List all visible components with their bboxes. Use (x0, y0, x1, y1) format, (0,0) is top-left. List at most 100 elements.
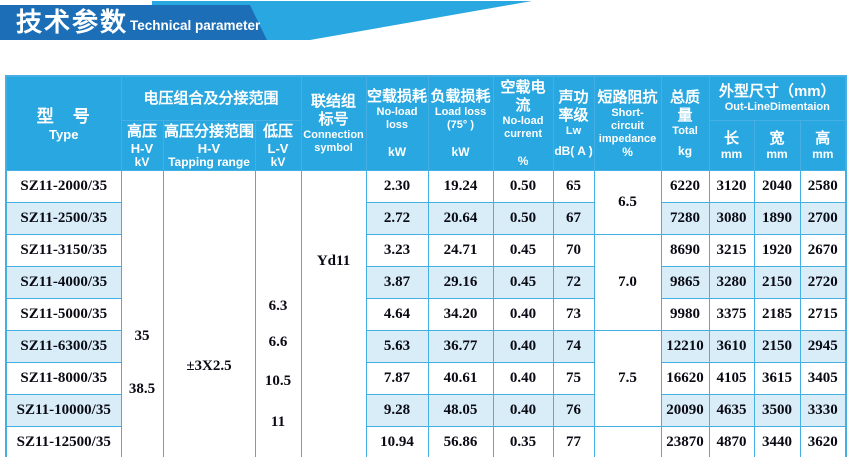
load-loss-zh: 负载损耗 (430, 88, 491, 105)
col-header-load-loss: 负载损耗 Load loss (75° ) kW (427, 75, 494, 171)
connection-zh1: 联结组 (311, 92, 357, 110)
impedance-en1: Short- (611, 106, 644, 119)
impedance-en2: circuit (611, 119, 645, 132)
cell-noload-current: 0.40 (492, 298, 554, 331)
cell-load-loss: 29.16 (427, 266, 494, 299)
cell-noload-loss: 9.28 (365, 394, 429, 427)
cell-width: 1890 (753, 202, 801, 235)
cell-noload-current: 0.40 (492, 394, 554, 427)
load-loss-en1: Load loss (434, 106, 487, 118)
cell-sound-level: 77 (552, 426, 595, 457)
cell-load-loss: 19.24 (427, 170, 494, 203)
lv-voltage-cell-value: 6.6 (268, 334, 288, 350)
col-header-type: 型 号 Type (5, 75, 122, 171)
cell-total-mass: 6220 (660, 170, 710, 203)
cell-length: 3610 (708, 330, 755, 363)
cell-type: SZ11-2000/35 (5, 170, 122, 203)
width-zh: 宽 (769, 130, 785, 147)
lv-zh: 低压 (263, 122, 294, 140)
cell-type: SZ11-2500/35 (5, 202, 122, 235)
cell-load-loss: 24.71 (427, 234, 494, 267)
lv-voltage-cell-value: 6.3 (268, 298, 288, 314)
col-group-dimensions: 外型尺寸（mm） Out-LineDimentaion (708, 75, 847, 121)
total-zh1: 总质 (670, 89, 701, 106)
cell-width: 2150 (753, 330, 801, 363)
load-loss-en2: (75° ) (447, 119, 475, 131)
cell-sound-level: 65 (552, 170, 595, 203)
cell-noload-loss: 3.87 (365, 266, 429, 299)
cell-noload-loss: 3.23 (365, 234, 429, 267)
cell-noload-current: 0.50 (492, 202, 554, 235)
noload-loss-en1: No-load (376, 106, 418, 118)
cell-total-mass: 8690 (660, 234, 710, 267)
table-row: SZ11-10000/35 9.28 48.05 0.40 76 20090 4635 350… (5, 394, 847, 427)
cell-load-loss: 20.64 (427, 202, 494, 235)
load-loss-unit: kW (451, 145, 470, 159)
table-row: SZ11-2500/35 2.72 20.64 0.50 67 7280 3080 1890 2… (5, 202, 847, 235)
cell-length: 4870 (708, 426, 755, 457)
cell-height: 3620 (799, 426, 847, 457)
tapping-en: H-V (197, 140, 221, 156)
cell-noload-current: 0.40 (492, 362, 554, 395)
table-header: 型 号 Type 电压组合及分接范围 联结组 标号 Connecti (5, 75, 847, 171)
cell-type: SZ11-12500/35 (5, 426, 122, 457)
col-header-sound-level: 声功 率级 Lw dB( A ) (552, 75, 595, 171)
noload-current-unit: % (517, 154, 529, 168)
cell-noload-loss: 2.72 (365, 202, 429, 235)
dimensions-zh: 外型尺寸（mm） (718, 83, 836, 100)
cell-length: 3375 (708, 298, 755, 331)
cell-type: SZ11-3150/35 (5, 234, 122, 267)
height-zh: 高 (815, 130, 831, 147)
lv-voltage-cell: 6.3 6.6 10.5 11 (254, 170, 302, 457)
cell-total-mass: 9865 (660, 266, 710, 299)
cell-impedance-group (593, 426, 662, 457)
col-header-total-mass: 总质 量 Total kg (660, 75, 710, 171)
cell-load-loss: 48.05 (427, 394, 494, 427)
connection-symbol-cell-value: Yd11 (316, 253, 351, 269)
cell-height: 2700 (799, 202, 847, 235)
lv-voltage-cell-value: 10.5 (264, 373, 292, 389)
cell-total-mass: 7280 (660, 202, 710, 235)
tapping-en2: Tapping range (168, 154, 250, 169)
cell-length: 3120 (708, 170, 755, 203)
cell-total-mass: 12210 (660, 330, 710, 363)
width-unit: mm (766, 147, 788, 161)
noload-loss-en2: loss (386, 119, 409, 131)
cell-width: 2185 (753, 298, 801, 331)
cell-type: SZ11-6300/35 (5, 330, 122, 363)
noload-loss-zh: 空载损耗 (367, 88, 428, 105)
page-banner: 技术参数 Technical parameter (0, 0, 850, 46)
col-group-voltage-label: 电压组合及分接范围 (143, 89, 279, 107)
table-body: SZ11-2000/35 35 38.5 ±3X2.5 6.3 6.6 10.5 11 Yd11… (5, 170, 847, 457)
col-header-noload-loss: 空载损耗 No-load loss kW (365, 75, 429, 171)
col-header-height: 高 mm (799, 120, 847, 171)
col-header-impedance: 短路阻抗 Short- circuit impedance % (593, 75, 662, 171)
cell-length: 3080 (708, 202, 755, 235)
cell-noload-current: 0.40 (492, 330, 554, 363)
impedance-zh: 短路阻抗 (597, 88, 658, 106)
length-unit: mm (720, 147, 743, 161)
length-zh: 长 (724, 130, 740, 147)
cell-sound-level: 73 (552, 298, 595, 331)
cell-noload-current: 0.35 (492, 426, 554, 457)
col-group-voltage: 电压组合及分接范围 (120, 75, 302, 121)
cell-noload-loss: 7.87 (365, 362, 429, 395)
cell-sound-level: 70 (552, 234, 595, 267)
cell-length: 4635 (708, 394, 755, 427)
cell-width: 2040 (753, 170, 801, 203)
cell-total-mass: 9980 (660, 298, 710, 331)
cell-noload-current: 0.45 (492, 266, 554, 299)
cell-load-loss: 34.20 (427, 298, 494, 331)
cell-impedance-group: 7.0 (593, 234, 662, 331)
table-row: SZ11-2000/35 35 38.5 ±3X2.5 6.3 6.6 10.5 11 Yd11… (5, 170, 847, 457)
col-header-lv: 低压 L-V kV (254, 120, 302, 171)
col-header-hv: 高压 H-V kV (120, 120, 164, 171)
cell-height: 2670 (799, 234, 847, 267)
cell-load-loss: 56.86 (427, 426, 494, 457)
table-row: SZ11-6300/35 5.63 36.77 0.40 74 7.5 12210 3610 2… (5, 330, 847, 427)
sound-zh2: 率级 (558, 107, 589, 124)
cell-sound-level: 67 (552, 202, 595, 235)
cell-noload-loss: 10.94 (365, 426, 429, 457)
cell-type: SZ11-5000/35 (5, 298, 122, 331)
